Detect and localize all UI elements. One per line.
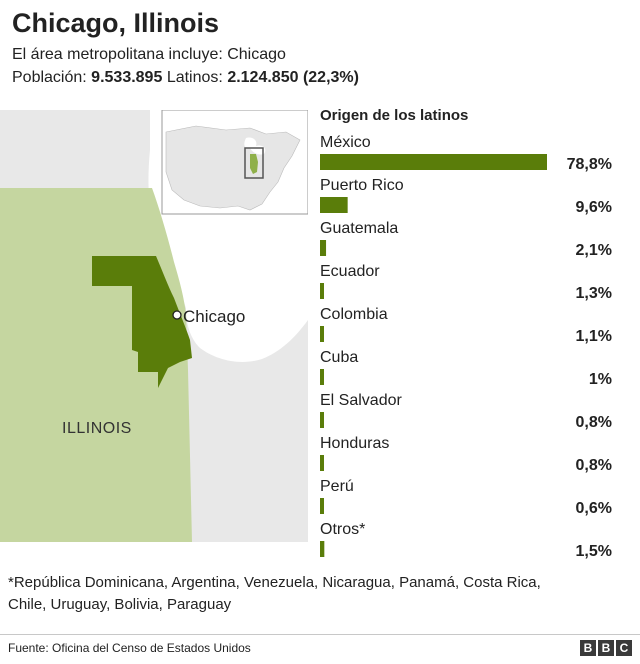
- bar-value-label: 1,3%: [576, 285, 612, 302]
- bar-category-label: El Salvador: [320, 392, 402, 409]
- chart-title: Origen de los latinos: [320, 107, 469, 124]
- bar-value-label: 78,8%: [567, 156, 612, 173]
- inset-highlight-box: [244, 147, 264, 179]
- bar-category-label: Ecuador: [320, 263, 380, 280]
- bbc-logo: B B C: [580, 640, 632, 656]
- bar-category-label: Guatemala: [320, 220, 398, 237]
- bar: [320, 240, 327, 256]
- bar-category-label: Puerto Rico: [320, 177, 404, 194]
- population-value: 9.533.895: [91, 69, 163, 86]
- chicago-marker: [172, 310, 182, 320]
- metro-area-text: El área metropolitana incluye: Chicago: [12, 46, 286, 63]
- inset-us-landmass: [165, 125, 301, 211]
- bar: [320, 541, 325, 557]
- bar-category-label: México: [320, 134, 371, 151]
- bar-value-label: 1%: [589, 371, 612, 388]
- chicago-metro-shape: [92, 256, 192, 388]
- bar-value-label: 1,1%: [576, 328, 612, 345]
- bar: [320, 326, 324, 342]
- bar-value-label: 0,8%: [576, 414, 612, 431]
- bar-value-label: 9,6%: [576, 199, 612, 216]
- bar-value-label: 1,5%: [576, 543, 612, 560]
- bar: [320, 369, 324, 385]
- bar: [320, 498, 324, 514]
- bbc-logo-letter: C: [616, 640, 632, 656]
- population-label: Población:: [12, 69, 87, 86]
- source-text: Fuente: Oficina del Censo de Estados Uni…: [8, 641, 251, 655]
- latino-origin-bar-chart: México 78,8% Puerto Rico 9,6% Guatemala 2,1% E…: [320, 134, 612, 560]
- bar-category-label: Cuba: [320, 349, 358, 366]
- city-label: Chicago: [183, 307, 245, 326]
- inset-great-lakes: [244, 137, 266, 155]
- bar-category-label: Otros*: [320, 521, 365, 538]
- bar-category-label: Perú: [320, 478, 354, 495]
- bar-category-label: Honduras: [320, 435, 389, 452]
- latinos-label: Latinos:: [166, 69, 223, 86]
- bar-value-label: 2,1%: [576, 242, 612, 259]
- bar: [320, 197, 348, 213]
- bar-value-label: 0,8%: [576, 457, 612, 474]
- bar: [320, 283, 324, 299]
- illinois-map: Chicago ILLINOIS: [0, 110, 308, 542]
- latinos-value: 2.124.850 (22,3%): [227, 69, 359, 86]
- bbc-logo-letter: B: [580, 640, 596, 656]
- bar: [320, 412, 324, 428]
- bar: [320, 455, 324, 471]
- footer-divider: [0, 634, 640, 635]
- inset-illinois-shape: [250, 154, 258, 174]
- footnote: *República Dominicana, Argentina, Venezu…: [8, 574, 541, 613]
- population-line: Población: 9.533.895 Latinos: 2.124.850 …: [12, 69, 359, 87]
- bbc-logo-letter: B: [598, 640, 614, 656]
- bar-value-label: 0,6%: [576, 500, 612, 517]
- bar: [320, 154, 547, 170]
- bar-category-label: Colombia: [320, 306, 388, 323]
- page-title: Chicago, Illinois: [12, 8, 220, 38]
- state-label: ILLINOIS: [62, 420, 132, 437]
